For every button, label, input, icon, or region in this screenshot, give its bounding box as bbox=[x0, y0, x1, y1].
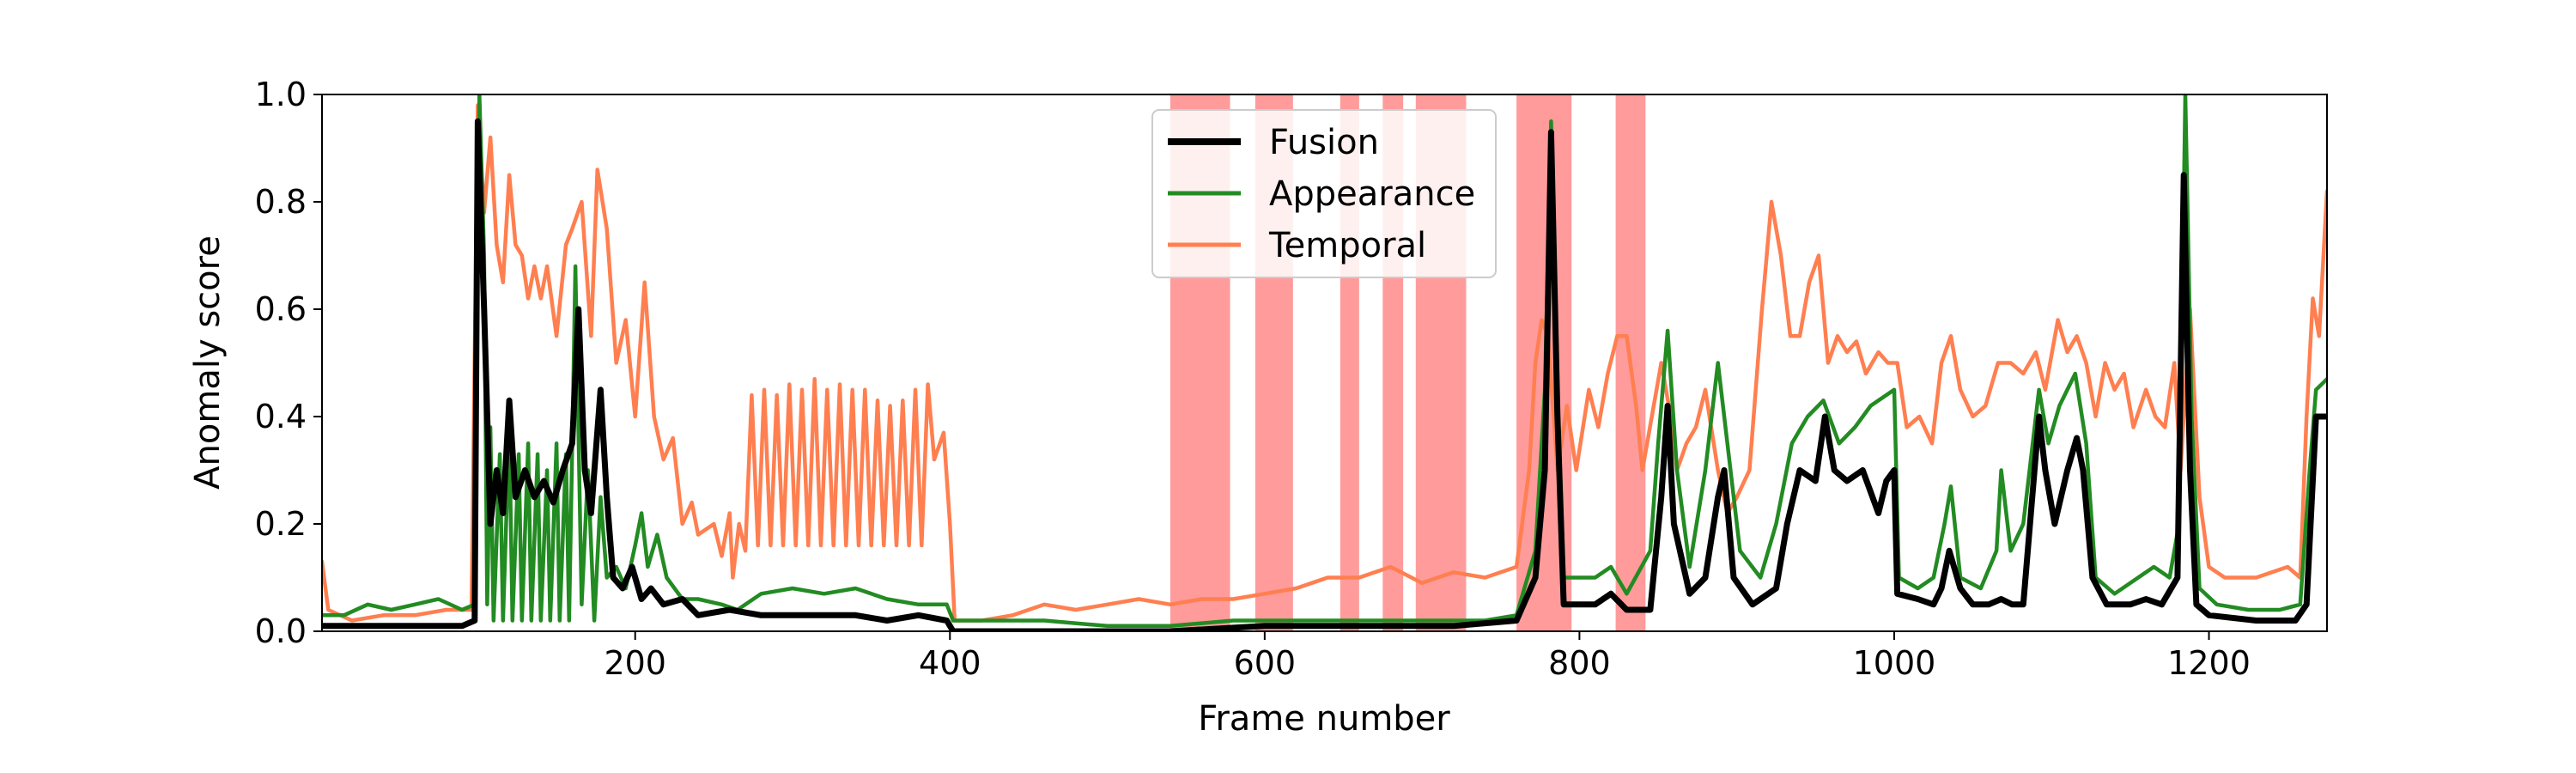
y-tick-label-0.2: 0.2 bbox=[255, 505, 307, 543]
y-axis: 0.0 0.2 0.4 0.6 0.8 1.0 bbox=[255, 76, 322, 650]
legend: Fusion Appearance Temporal bbox=[1151, 109, 1497, 278]
series-line-temporal bbox=[322, 103, 2327, 623]
y-tick-label-0.6: 0.6 bbox=[255, 290, 307, 328]
series-line-fusion bbox=[322, 118, 2327, 631]
series-line-appearance bbox=[322, 94, 2327, 629]
legend-box bbox=[1151, 109, 1497, 278]
series-lines bbox=[322, 94, 2327, 631]
legend-label-fusion: Fusion bbox=[1269, 123, 1379, 162]
legend-label-temporal: Temporal bbox=[1268, 226, 1426, 265]
x-tick-label-1200: 1200 bbox=[2167, 644, 2251, 682]
x-tick-label-600: 600 bbox=[1234, 644, 1297, 682]
y-tick-label-1: 1.0 bbox=[255, 76, 307, 113]
x-tick-label-1000: 1000 bbox=[1853, 644, 1936, 682]
x-axis-label: Frame number bbox=[1198, 699, 1450, 739]
legend-label-appearance: Appearance bbox=[1269, 174, 1475, 214]
x-tick-label-800: 800 bbox=[1548, 644, 1611, 682]
x-axis: 200 400 600 800 1000 1200 bbox=[604, 631, 2251, 682]
y-tick-label-0.8: 0.8 bbox=[255, 183, 307, 221]
y-tick-label-0.4: 0.4 bbox=[255, 398, 307, 435]
x-tick-label-400: 400 bbox=[919, 644, 981, 682]
y-tick-label-0: 0.0 bbox=[255, 612, 307, 650]
x-tick-label-200: 200 bbox=[604, 644, 666, 682]
y-axis-label: Anomaly score bbox=[188, 235, 228, 490]
plot-frame bbox=[321, 94, 2328, 632]
